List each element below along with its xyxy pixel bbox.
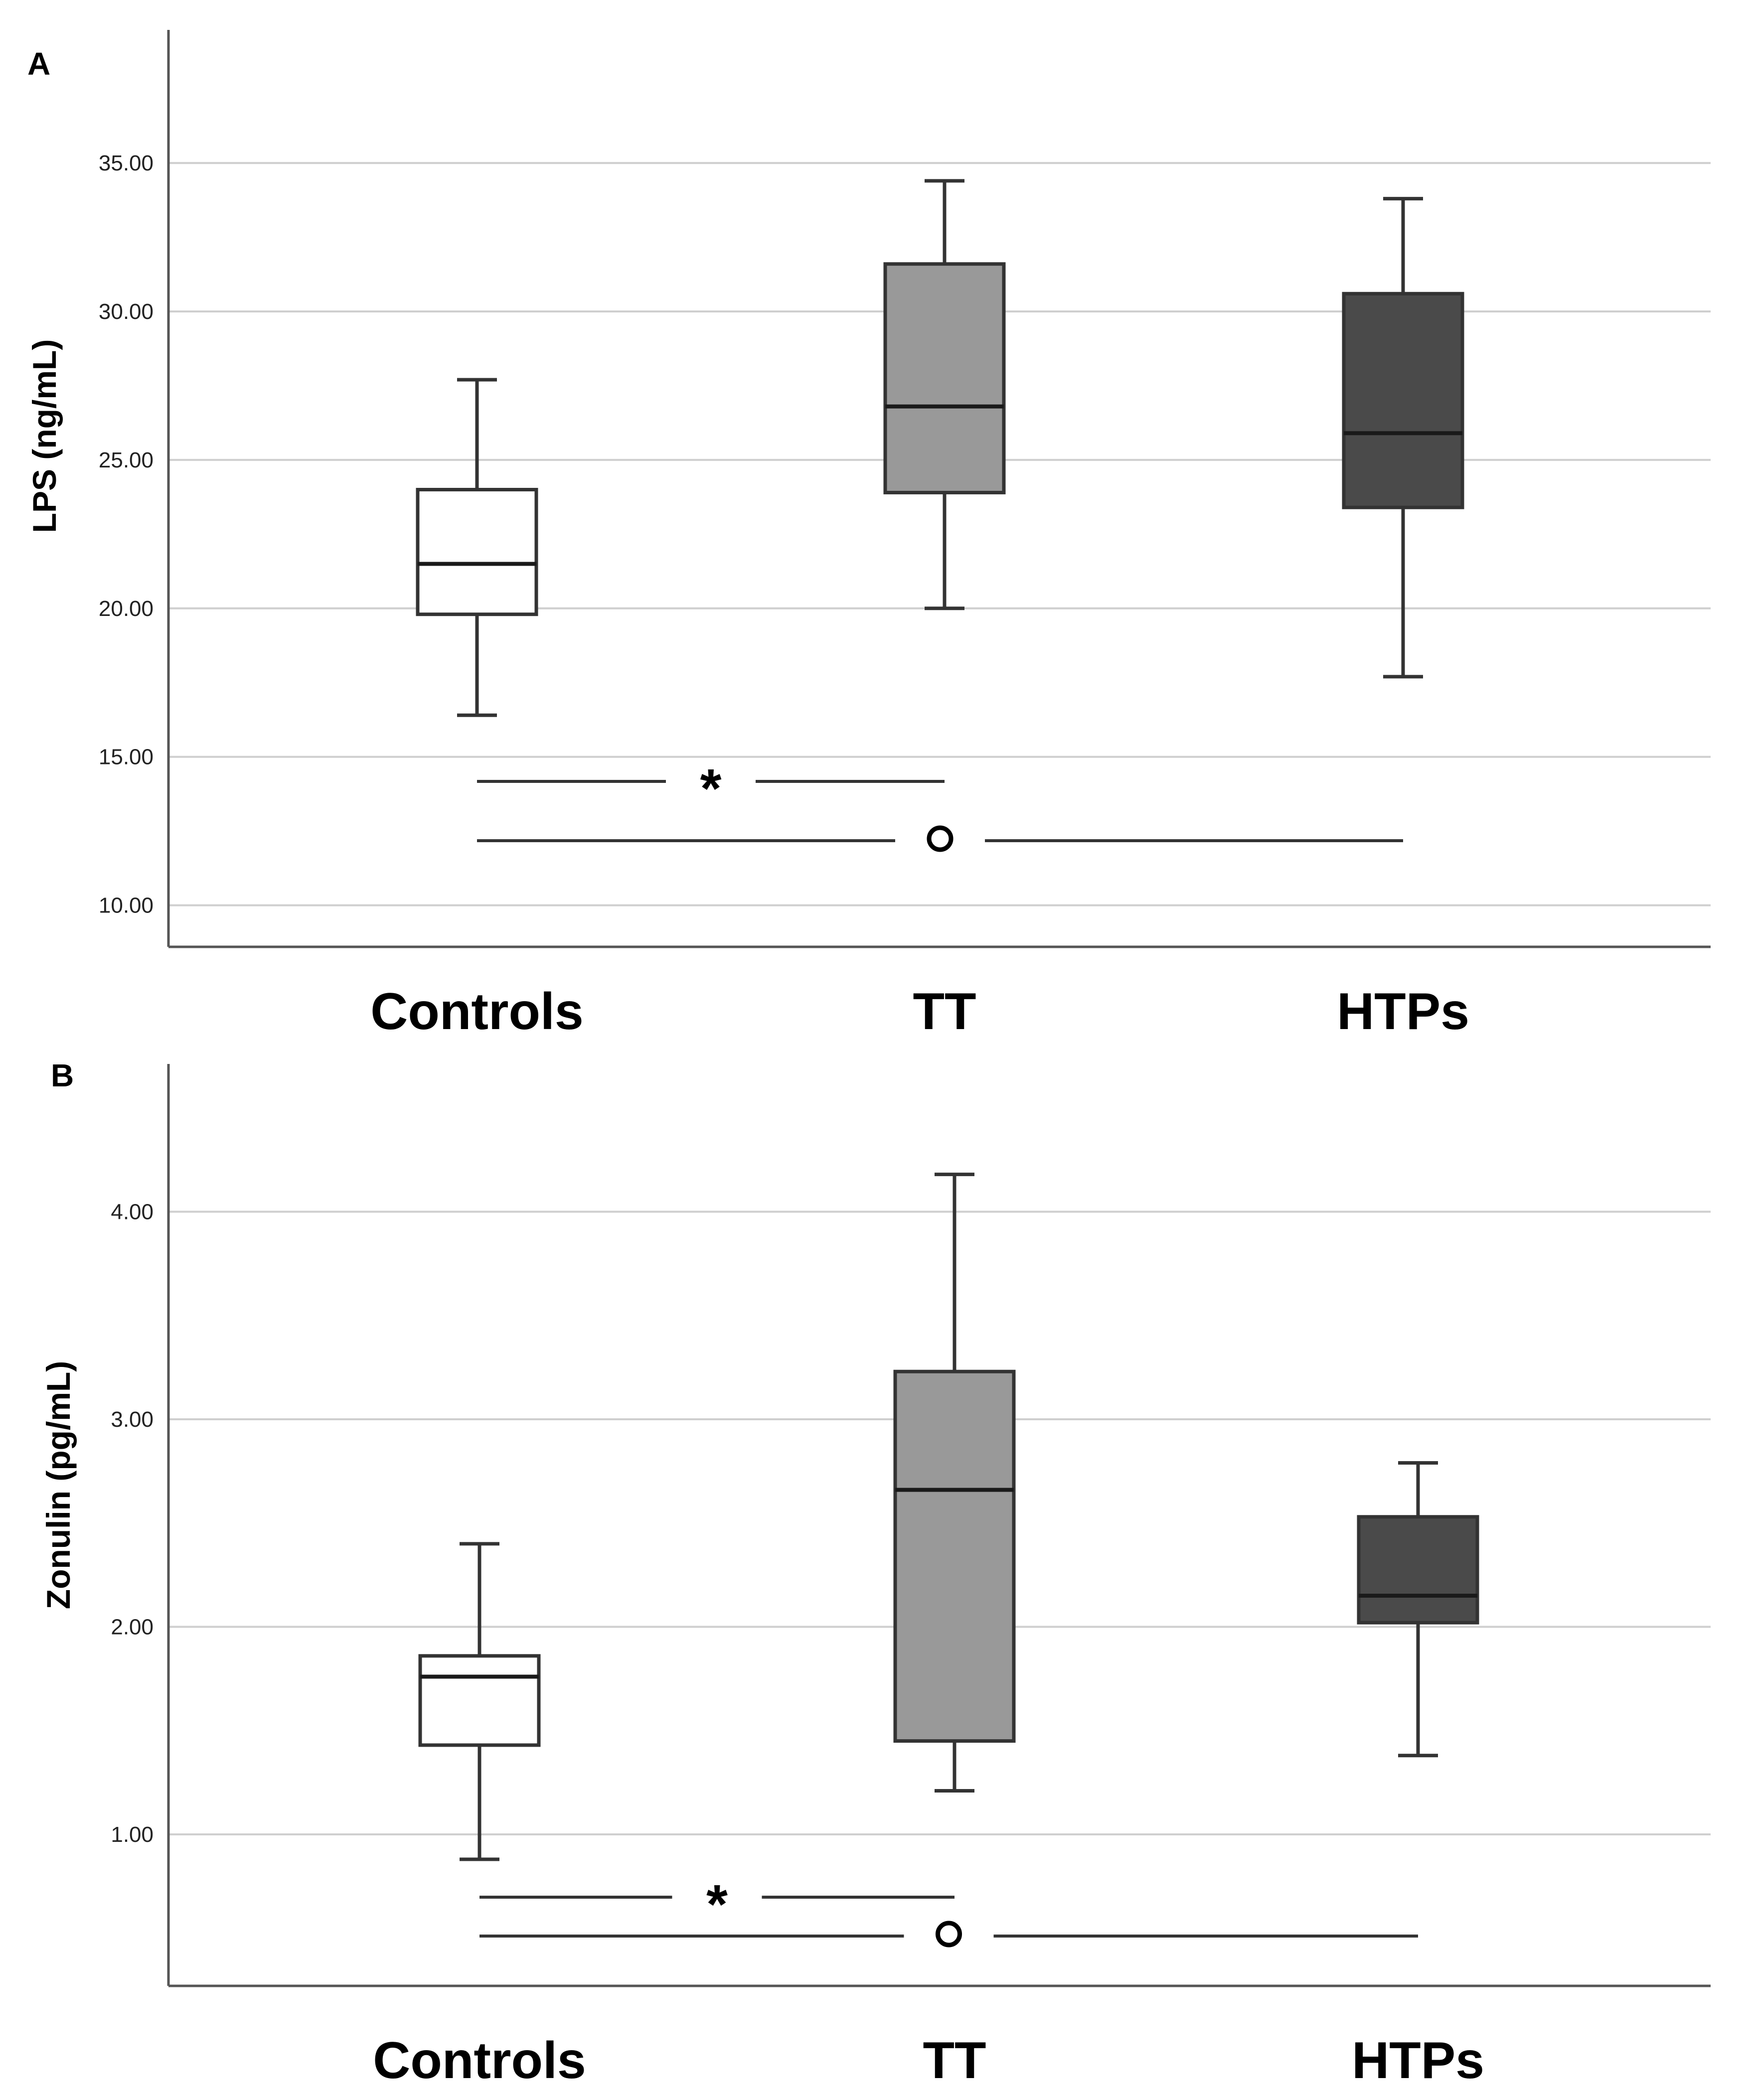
y-tick-label: 30.00 [99,300,154,324]
box-tt [893,1173,1016,1793]
y-axis-title: Zonulin (pg/mL) [40,1361,77,1610]
y-tick-labels: 10.00 15.00 20.00 25.00 30.00 35.00 [99,151,154,917]
y-tick-label: 35.00 [99,151,154,175]
x-category-labels: Controls TT HTPs [373,2032,1484,2090]
x-category-label: TT [923,2032,986,2090]
significance-bracket [479,1921,1418,1948]
significance-bracket [477,825,1403,852]
y-tick-label: 15.00 [99,745,154,769]
iqr-box [1357,1515,1479,1625]
box-htps [1357,1461,1479,1758]
y-tick-label: 25.00 [99,448,154,472]
iqr-box [418,1654,541,1747]
y-tick-label: 2.00 [111,1615,154,1639]
significance-degree-symbol [927,825,954,852]
y-tick-label: 10.00 [99,894,154,918]
x-category-label: HTPs [1352,2032,1484,2090]
y-tick-label: 1.00 [111,1822,154,1847]
significance-asterisk: * [700,758,722,819]
iqr-box [893,1369,1016,1743]
significance-asterisk: * [706,1874,728,1935]
y-tick-label: 3.00 [111,1407,154,1432]
y-tick-label: 4.00 [111,1200,154,1224]
x-category-label: Controls [370,983,584,1041]
box-controls [418,1542,541,1861]
x-category-label: HTPs [1337,983,1469,1041]
panel-label: B [51,1057,74,1093]
x-category-label: Controls [373,2032,586,2090]
box-htps [1342,197,1464,679]
iqr-box [1342,292,1464,509]
box-plots [418,1173,1479,1861]
iqr-box [416,488,538,616]
significance-bracket: * [477,758,945,819]
y-tick-label: 20.00 [99,597,154,621]
x-category-labels: Controls TT HTPs [370,983,1469,1041]
axes [167,30,1711,948]
axes [167,1064,1711,1987]
y-axis-title: LPS (ng/mL) [26,339,63,533]
y-tick-labels: 1.00 2.00 3.00 4.00 [111,1200,154,1847]
panel-a: A LPS (ng/mL) 10.00 15.00 20.00 25.00 30.00 3… [26,30,1711,1041]
box-tt [883,179,1006,610]
significance-bracket: * [479,1874,954,1935]
box-controls [416,378,538,717]
significance-brackets: * [479,1874,1418,1948]
significance-degree-symbol [936,1921,962,1948]
significance-brackets: * [477,758,1403,852]
panel-b: B Zonulin (pg/mL) 1.00 2.00 3.00 4.00 * Con… [40,1057,1711,2090]
iqr-box [883,262,1006,494]
panel-label: A [27,46,50,82]
x-category-label: TT [913,983,976,1041]
box-plots [416,179,1464,717]
